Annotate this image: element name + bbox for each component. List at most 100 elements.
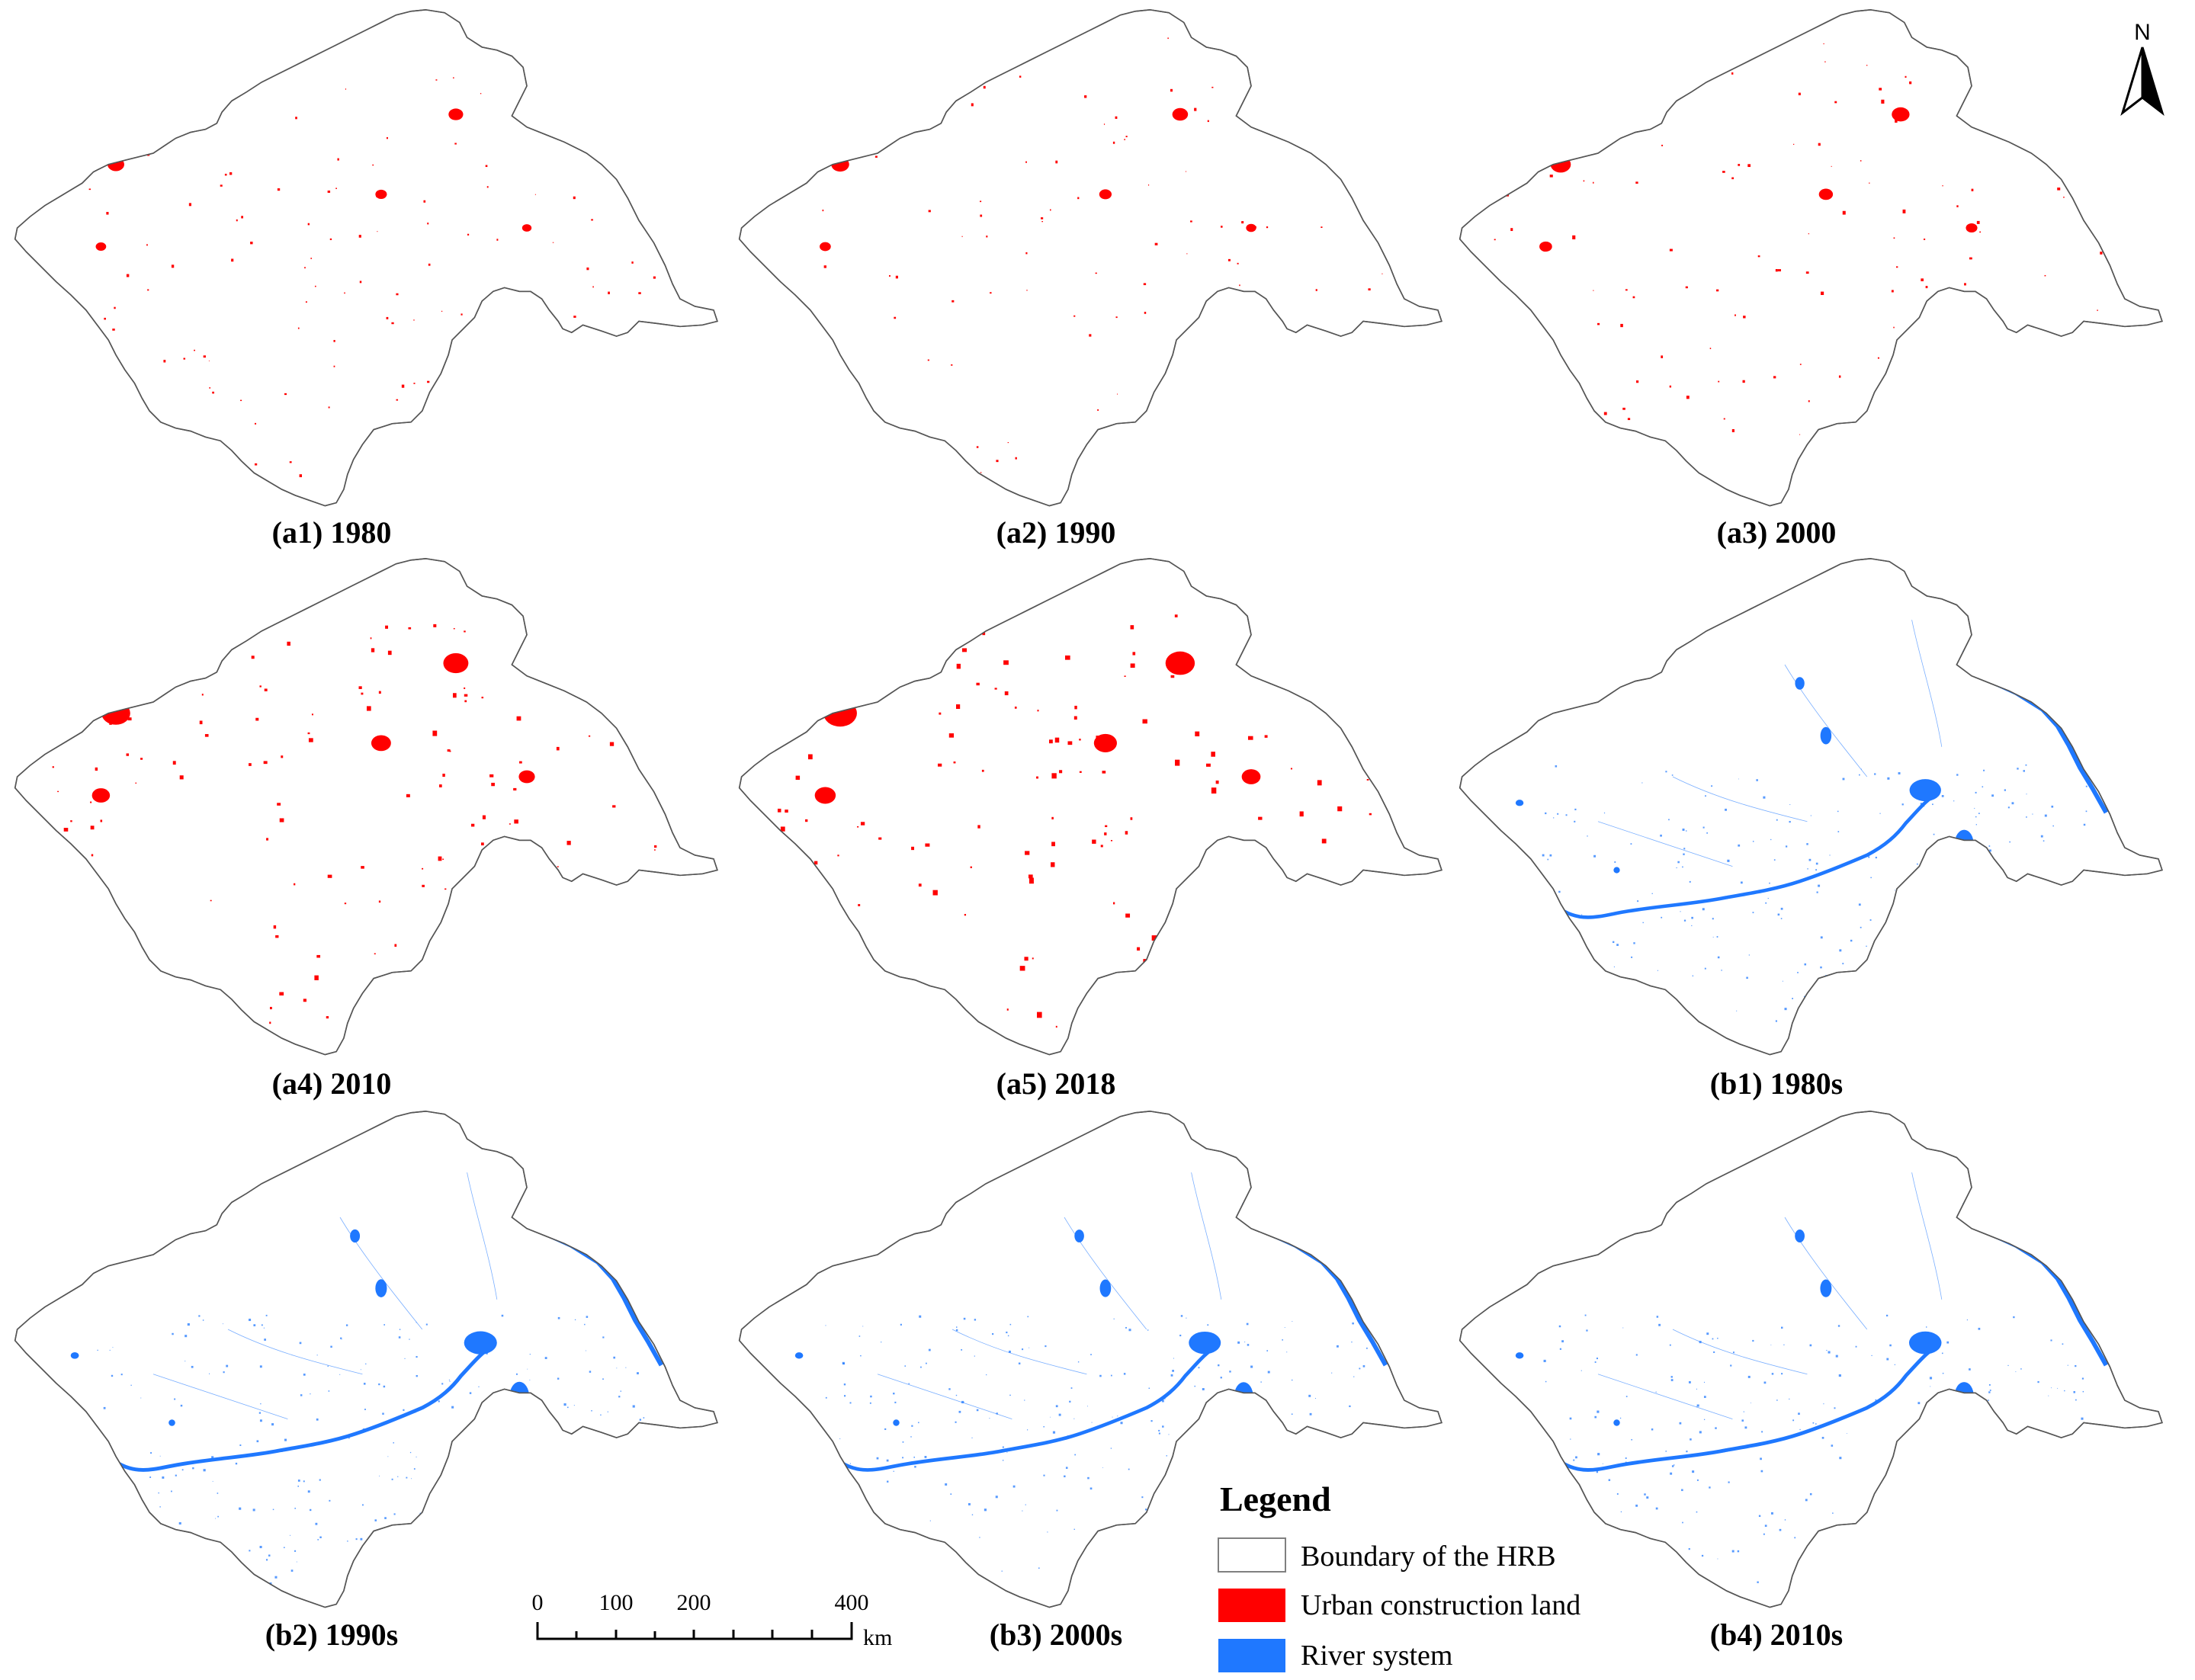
map-panel-b2: [14, 1111, 718, 1608]
urban-patch: [1742, 380, 1745, 383]
water-body: [1816, 891, 1818, 893]
urban-centre: [375, 189, 387, 199]
water-body: [364, 1409, 366, 1410]
water-body: [1809, 1492, 1812, 1496]
tributary: [951, 1329, 1087, 1375]
water-body: [2044, 814, 2047, 817]
water-body: [1052, 1431, 1056, 1434]
water-body: [1978, 813, 1980, 814]
water-body: [1771, 1373, 1774, 1375]
urban-patch: [1161, 406, 1163, 408]
urban-patch: [264, 688, 268, 691]
urban-patch: [1170, 675, 1175, 678]
urban-patch: [1004, 691, 1009, 696]
panel-caption-a3: (a3) 2000: [1717, 515, 1837, 550]
water-body: [1246, 1323, 1249, 1326]
water-body: [1712, 936, 1714, 938]
water-body: [451, 1406, 454, 1409]
water-body: [378, 1383, 380, 1386]
lake: [1189, 1331, 1221, 1355]
urban-patch: [480, 93, 482, 95]
water-body: [217, 1515, 219, 1518]
urban-patch: [1635, 181, 1638, 184]
water-body: [1831, 1444, 1834, 1447]
river-swatch: [1218, 1639, 1285, 1672]
water-body: [1874, 773, 1876, 775]
water-body: [1008, 1350, 1011, 1353]
water-body: [914, 1466, 916, 1468]
panel-caption-a1: (a1) 1980: [272, 515, 392, 550]
legend-item-boundary: Boundary of the HRB: [1218, 1537, 1556, 1573]
urban-patch: [326, 1016, 329, 1019]
water-body: [893, 1393, 895, 1395]
water-body: [1073, 1528, 1075, 1531]
water-body: [825, 1480, 828, 1483]
urban-patch: [631, 261, 634, 264]
urban-patch: [1190, 220, 1192, 223]
urban-patch: [1494, 239, 1496, 241]
water-body: [391, 1478, 393, 1480]
water-body: [1250, 1365, 1253, 1368]
urban-patch: [386, 316, 389, 319]
water-body: [1614, 861, 1616, 863]
water-body: [1665, 771, 1667, 773]
water-body: [185, 1335, 188, 1338]
water-body: [926, 1362, 927, 1364]
water-body: [521, 1488, 522, 1489]
urban-patch: [1686, 396, 1690, 399]
water-body: [2004, 789, 2006, 791]
water-body: [1045, 1345, 1047, 1348]
urban-patch: [1006, 1008, 1009, 1011]
water-body: [1696, 1479, 1699, 1481]
water-body: [1703, 1419, 1706, 1420]
water-body: [1099, 1374, 1102, 1377]
urban-patch: [442, 773, 445, 777]
water-body: [1043, 1474, 1045, 1476]
water-body: [1860, 987, 1862, 989]
water-body: [1140, 1555, 1142, 1557]
urban-patch: [1014, 706, 1017, 709]
urban-patch: [795, 775, 801, 781]
urban-patch: [498, 387, 501, 390]
water-body: [1594, 1361, 1597, 1363]
urban-patch: [659, 787, 663, 790]
urban-patch: [250, 242, 253, 245]
urban-patch: [502, 929, 506, 934]
urban-patch: [1953, 300, 1956, 302]
urban-patch: [1125, 136, 1128, 138]
water-body: [1941, 1352, 1943, 1355]
water-body: [1779, 1528, 1782, 1531]
water-body: [1983, 769, 1985, 771]
urban-patch: [1956, 205, 1959, 207]
urban-patch: [1838, 375, 1841, 378]
water-body: [1776, 1399, 1778, 1401]
urban-patch: [1964, 283, 1966, 286]
urban-patch: [1266, 226, 1269, 229]
water-body: [825, 1396, 827, 1399]
water-body: [1203, 1459, 1205, 1460]
water-body: [1616, 1493, 1619, 1495]
water-body: [1547, 858, 1549, 861]
water-body: [1102, 1467, 1103, 1468]
water-body: [1978, 1407, 1979, 1409]
water-body: [1730, 1364, 1732, 1367]
water-body: [1661, 916, 1663, 919]
water-body: [362, 1504, 364, 1506]
urban-patch: [259, 685, 262, 688]
water-body: [2057, 1387, 2059, 1389]
water-body: [1349, 1405, 1351, 1408]
urban-patch: [556, 746, 560, 751]
water-body: [1810, 815, 1812, 816]
urban-patch: [994, 688, 997, 690]
water-body: [1770, 1512, 1773, 1515]
water-body: [616, 1367, 618, 1369]
water-body: [1198, 1367, 1200, 1369]
urban-patch: [408, 627, 412, 630]
urban-centre: [91, 788, 111, 803]
water-body: [1988, 1391, 1991, 1393]
urban-patch: [1051, 842, 1055, 847]
urban-patch: [1620, 323, 1623, 328]
water-body: [1074, 1454, 1076, 1456]
water-body: [393, 1513, 396, 1515]
water-body: [1865, 1569, 1867, 1573]
